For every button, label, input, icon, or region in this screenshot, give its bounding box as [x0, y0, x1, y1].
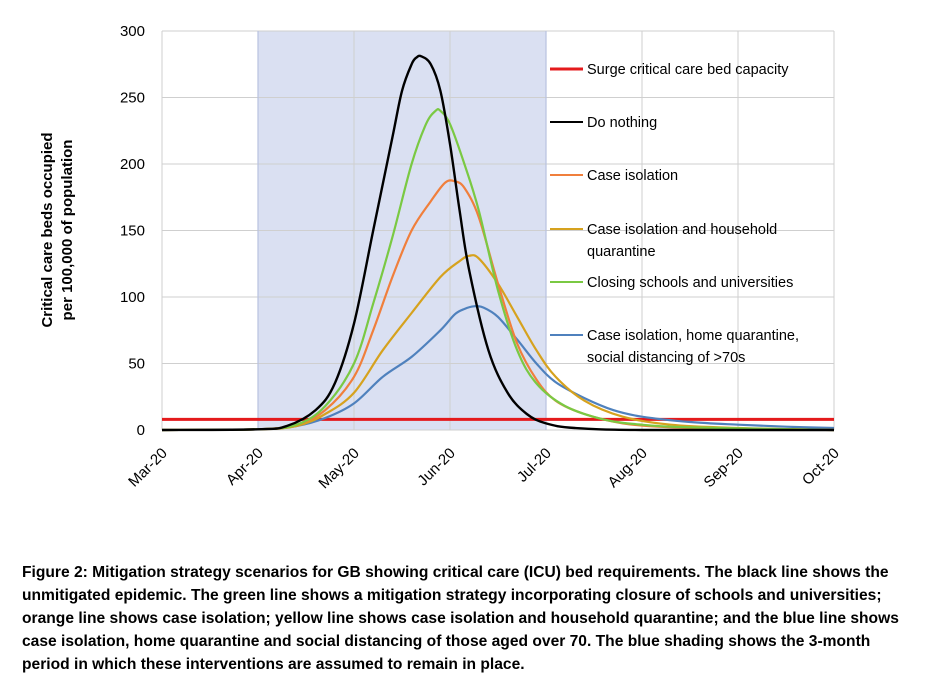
y-axis-label-line: per 100,000 of population	[59, 140, 76, 321]
x-tick-label: May-20	[315, 445, 362, 492]
line-chart: 0 50 100 150 200 250 300 Critical care beds occ…	[39, 23, 843, 492]
x-tick-label: Sep-20	[701, 445, 747, 491]
legend-label: Case isolation	[587, 168, 678, 184]
y-tick-label: 150	[120, 223, 145, 240]
legend-label-line: social distancing of >70s	[587, 350, 745, 366]
legend-label-line: quarantine	[587, 244, 656, 260]
legend-label: Surge critical care bed capacity	[587, 62, 789, 78]
figure-caption: Figure 2: Mitigation strategy scenarios …	[22, 564, 899, 673]
x-tick-label: Aug-20	[605, 445, 651, 491]
y-axis-label-line: Critical care beds occupied	[39, 132, 56, 327]
legend-label: Closing schools and universities	[587, 275, 793, 291]
legend-label: Do nothing	[587, 115, 657, 131]
legend-label-line: Do nothing	[587, 115, 657, 131]
legend-label-line: Case isolation and household	[587, 222, 777, 238]
y-tick-label: 200	[120, 156, 145, 173]
y-tick-label: 0	[137, 422, 145, 439]
y-tick-label: 100	[120, 289, 145, 306]
y-tick-label: 250	[120, 90, 145, 107]
chart-area: 0 50 100 150 200 250 300 Critical care beds occ…	[39, 23, 843, 492]
series-line	[161, 54, 834, 432]
x-tick-label: Oct-20	[799, 445, 843, 489]
x-tick-label: Apr-20	[223, 445, 267, 489]
x-tick-label: Jul-20	[514, 445, 555, 486]
legend-label-line: Case isolation	[587, 168, 678, 184]
y-axis-label: Critical care beds occupied per 100,000 o…	[39, 132, 76, 327]
legend-label-line: Surge critical care bed capacity	[587, 62, 789, 78]
series-line	[161, 305, 835, 432]
legend-label-line: Case isolation, home quarantine,	[587, 328, 799, 344]
y-tick-label: 50	[128, 356, 145, 373]
series-line	[161, 254, 835, 432]
legend-label: Case isolation, home quarantine, social d…	[587, 328, 799, 366]
y-tick-label: 300	[120, 23, 145, 40]
x-tick-label: Jun-20	[414, 445, 458, 489]
legend-label: Case isolation and household quarantine	[587, 222, 777, 260]
legend-label-line: Closing schools and universities	[587, 275, 793, 291]
x-tick-label: Mar-20	[125, 445, 171, 491]
